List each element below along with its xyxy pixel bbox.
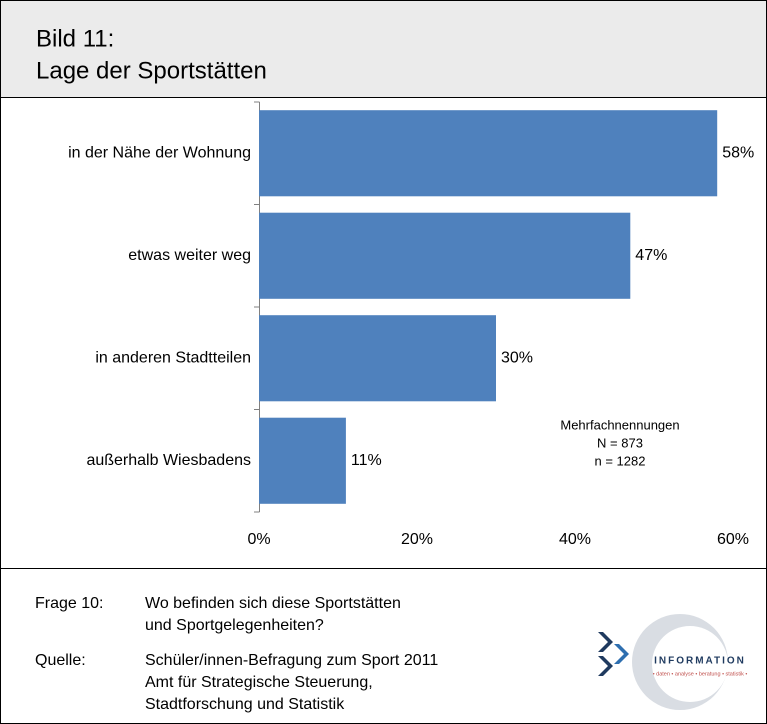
bar [259,417,346,504]
value-label: 58% [722,144,754,161]
y-tick-label: in anderen Stadtteilen [95,349,251,366]
annotation: n = 1282 [595,453,646,468]
logo: INFORMATION • daten • analyse • beratung… [598,614,747,710]
source-label: Quelle: [35,652,86,669]
logo-tagline: • daten • analyse • beratung • statistik… [653,671,748,677]
y-tick-label: außerhalb Wiesbadens [86,452,251,469]
bar [259,110,718,197]
question-label: Frage 10: [35,595,103,612]
source: Stadtforschung und Statistik [145,696,345,713]
logo-inner [652,626,728,702]
y-tick-label: etwas weiter weg [128,247,251,264]
value-label: 30% [501,349,533,366]
figure-label: Bild 11: [36,25,114,52]
source: Amt für Strategische Steuerung, [145,674,373,691]
header-band [1,1,766,97]
source: Schüler/innen-Befragung zum Sport 2011 [145,652,438,669]
question: und Sportgelegenheiten? [145,617,324,634]
logo-name: INFORMATION [654,656,746,667]
title: Lage der Sportstätten [36,57,267,84]
x-tick-label: 40% [559,531,591,548]
y-tick-label: in der Nähe der Wohnung [68,144,251,161]
logo-chevron [598,656,613,676]
logo-chevron [598,632,613,652]
value-label: 47% [635,247,667,264]
bar [259,212,631,299]
bar [259,315,496,402]
question: Wo befinden sich diese Sportstätten [145,595,401,612]
annotation: Mehrfachnennungen [560,417,679,432]
x-tick-label: 60% [717,531,749,548]
x-tick-label: 0% [247,531,270,548]
logo-chevron [614,644,629,664]
value-label: 11% [351,452,382,469]
annotation: N = 873 [597,435,643,450]
x-tick-label: 20% [401,531,433,548]
